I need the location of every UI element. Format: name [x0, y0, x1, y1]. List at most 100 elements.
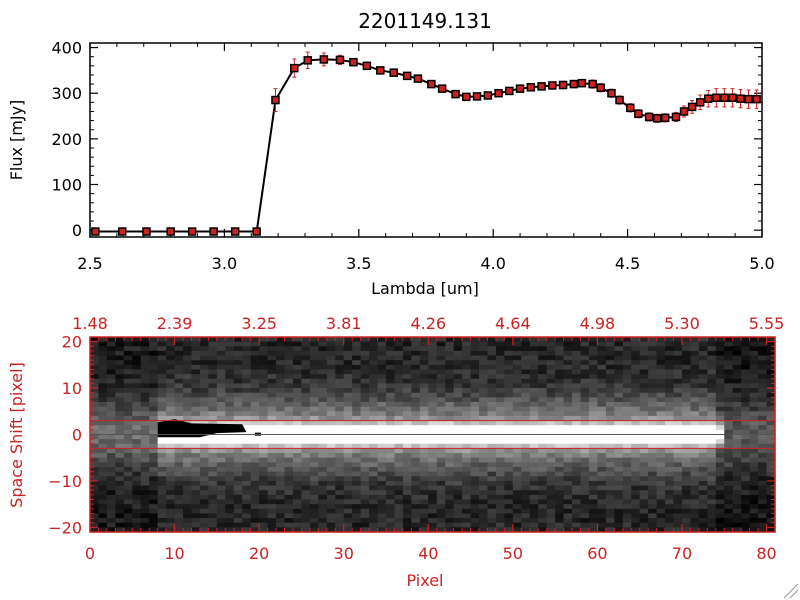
image-pixel	[276, 499, 286, 505]
image-pixel	[622, 508, 632, 515]
data-point	[703, 94, 713, 103]
image-pixel	[115, 392, 125, 398]
image-pixel	[656, 439, 666, 445]
image-pixel	[656, 397, 666, 403]
image-pixel	[504, 434, 514, 440]
image-pixel	[199, 462, 209, 468]
data-point	[303, 56, 312, 65]
image-pixel	[106, 360, 116, 366]
image-pixel	[512, 388, 522, 394]
image-pixel	[656, 476, 666, 482]
image-pixel	[707, 471, 717, 477]
image-pixel	[166, 411, 176, 417]
image-pixel	[698, 350, 708, 357]
image-pixel	[732, 378, 742, 385]
image-pixel	[149, 374, 159, 380]
image-pixel	[715, 439, 725, 445]
image-pixel	[284, 453, 294, 459]
image-pixel	[292, 522, 303, 528]
image-pixel	[555, 453, 565, 459]
image-pixel	[741, 504, 751, 510]
image-pixel	[495, 374, 505, 380]
image-pixel	[749, 346, 759, 352]
image-pixel	[681, 518, 692, 524]
image-pixel	[225, 406, 235, 412]
data-point	[744, 94, 753, 104]
image-pixel	[259, 420, 269, 426]
image-pixel	[715, 383, 725, 389]
image-pixel	[301, 374, 311, 380]
image-pixel	[369, 350, 379, 357]
image-pixel	[436, 369, 446, 375]
image-pixel	[470, 471, 480, 477]
image-pixel	[225, 518, 235, 524]
image-pixel	[276, 341, 286, 347]
image-pixel	[428, 490, 438, 496]
image-pixel	[698, 471, 708, 477]
image-pixel	[445, 490, 455, 496]
image-pixel	[199, 485, 209, 491]
image-pixel	[724, 504, 734, 510]
image-pixel	[267, 494, 277, 501]
image-pixel	[90, 504, 100, 510]
image-pixel	[656, 341, 666, 347]
image-pixel	[479, 518, 489, 524]
image-pixel	[732, 448, 742, 454]
image-pixel	[149, 411, 159, 417]
image-pixel	[707, 518, 717, 524]
image-pixel	[411, 462, 421, 468]
image-pixel	[453, 485, 463, 491]
image-pixel	[605, 369, 615, 375]
image-pixel	[639, 476, 649, 482]
chart-title: 2201149.131	[358, 9, 492, 33]
image-pixel	[419, 392, 429, 398]
image-pixel	[462, 453, 472, 459]
data-point	[494, 88, 503, 98]
image-pixel	[614, 392, 624, 398]
image-pixel	[487, 383, 497, 389]
image-pixel	[411, 485, 421, 491]
image-pixel	[605, 439, 615, 445]
image-pixel	[724, 364, 734, 371]
image-pixel	[445, 522, 455, 528]
bottom-top-tick-label: 4.64	[495, 314, 531, 333]
image-pixel	[166, 439, 176, 445]
image-pixel	[132, 522, 142, 528]
image-pixel	[512, 494, 522, 501]
image-pixel	[665, 443, 675, 450]
image-pixel	[639, 411, 649, 417]
resize-grip-icon[interactable]	[783, 583, 799, 599]
image-pixel	[301, 471, 311, 477]
image-pixel	[487, 485, 497, 491]
image-pixel	[614, 411, 624, 417]
image-pixel	[614, 341, 624, 347]
image-pixel	[597, 462, 607, 468]
image-pixel	[259, 411, 269, 417]
image-pixel	[352, 337, 362, 343]
image-pixel	[749, 453, 759, 459]
image-pixel	[521, 518, 531, 524]
image-pixel	[546, 364, 556, 371]
image-pixel	[419, 453, 429, 459]
image-pixel	[335, 411, 345, 417]
image-pixel	[665, 518, 675, 524]
image-pixel	[301, 476, 311, 482]
image-pixel	[614, 383, 624, 389]
image-pixel	[639, 429, 649, 436]
image-pixel	[411, 346, 421, 352]
image-pixel	[242, 383, 252, 389]
image-pixel	[250, 374, 260, 380]
image-pixel	[199, 453, 209, 459]
image-pixel	[115, 374, 125, 380]
image-pixel	[267, 471, 277, 477]
image-pixel	[597, 434, 607, 440]
image-pixel	[183, 457, 193, 463]
image-pixel	[166, 518, 176, 524]
image-pixel	[199, 392, 209, 398]
image-pixel	[445, 420, 455, 426]
image-pixel	[267, 448, 277, 454]
data-point	[376, 66, 385, 75]
image-pixel	[698, 494, 708, 501]
image-pixel	[563, 420, 573, 426]
image-pixel	[419, 364, 429, 371]
